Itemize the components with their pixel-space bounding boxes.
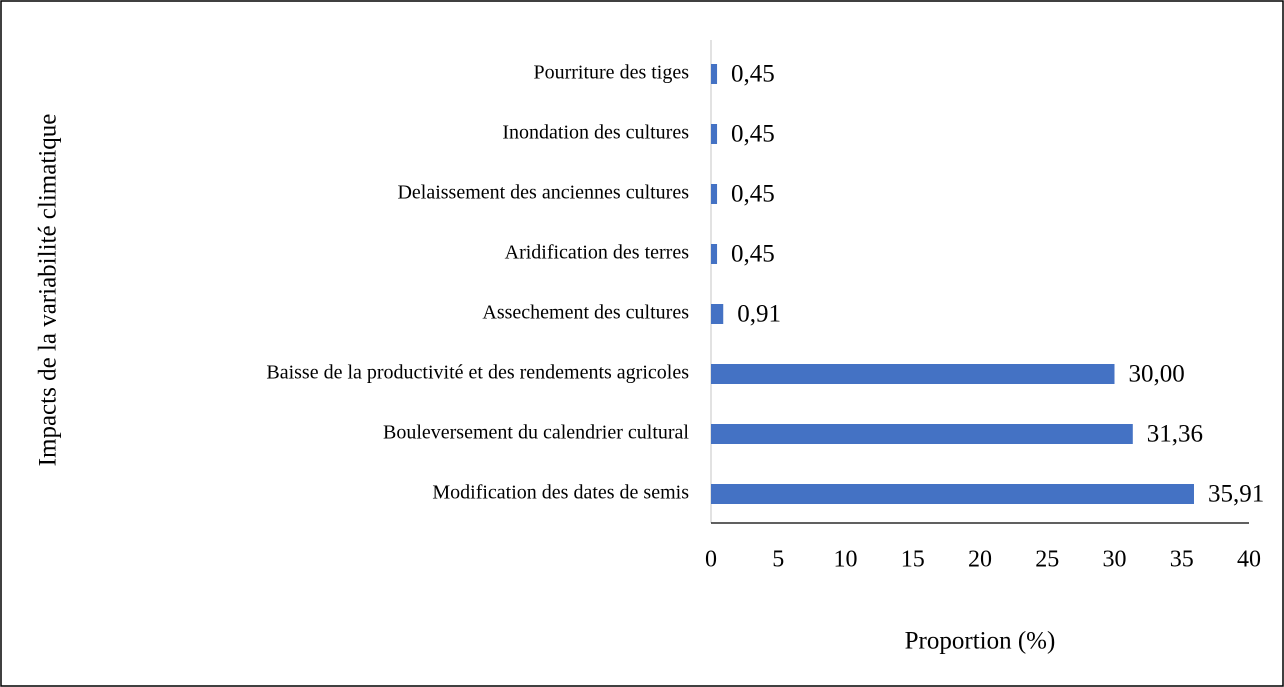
bar [711,424,1133,444]
value-label: 35,91 [1208,481,1264,508]
y-tick-label: Inondation des cultures [502,122,689,144]
value-label: 0,45 [731,181,775,208]
y-tick-label: Delaissement des anciennes cultures [397,182,689,204]
x-tick-label: 35 [1170,547,1194,573]
value-label: 0,45 [731,241,775,268]
y-tick-label: Bouleversement du calendrier cultural [383,422,689,444]
x-tick-label: 15 [901,547,925,573]
value-label: 31,36 [1147,421,1203,448]
x-tick-label: 5 [772,547,784,573]
bar [711,124,718,144]
x-tick-label: 40 [1237,547,1261,573]
x-tick-label: 0 [705,547,717,573]
x-tick-label: 20 [968,547,992,573]
bar [711,484,1194,504]
x-tick-label: 30 [1103,547,1127,573]
y-tick-label: Pourriture des tiges [533,62,689,84]
x-tick-label: 25 [1035,547,1059,573]
value-label: 0,45 [731,61,775,88]
bar [711,364,1115,384]
bar [711,304,724,324]
value-label: 0,91 [737,301,781,328]
x-tick-label: 10 [834,547,858,573]
bar [711,64,718,84]
x-axis-label: Proportion (%) [905,628,1056,655]
value-label: 0,45 [731,121,775,148]
bar [711,184,718,204]
y-tick-label: Assechement des cultures [482,302,689,324]
y-tick-label: Aridification des terres [505,242,690,264]
bar [711,244,718,264]
y-tick-label: Modification des dates de semis [432,482,689,504]
y-tick-label: Baisse de la productivité et des rendeme… [266,362,689,384]
y-axis-label: Impacts de la variabilité climatique [35,114,62,467]
value-label: 30,00 [1129,361,1185,388]
